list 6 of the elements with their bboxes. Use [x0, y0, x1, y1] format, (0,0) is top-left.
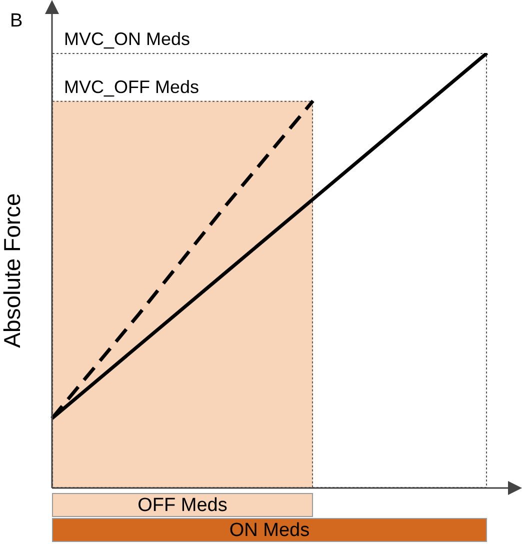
annotation: MVC_OFF Meds	[64, 76, 200, 97]
y-axis-title: Absolute Force	[0, 193, 26, 348]
text: ON Meds	[229, 520, 310, 542]
chart-title: B	[10, 10, 23, 32]
text: MVC_ON Meds	[64, 28, 190, 49]
text: OFF Meds	[138, 495, 228, 516]
